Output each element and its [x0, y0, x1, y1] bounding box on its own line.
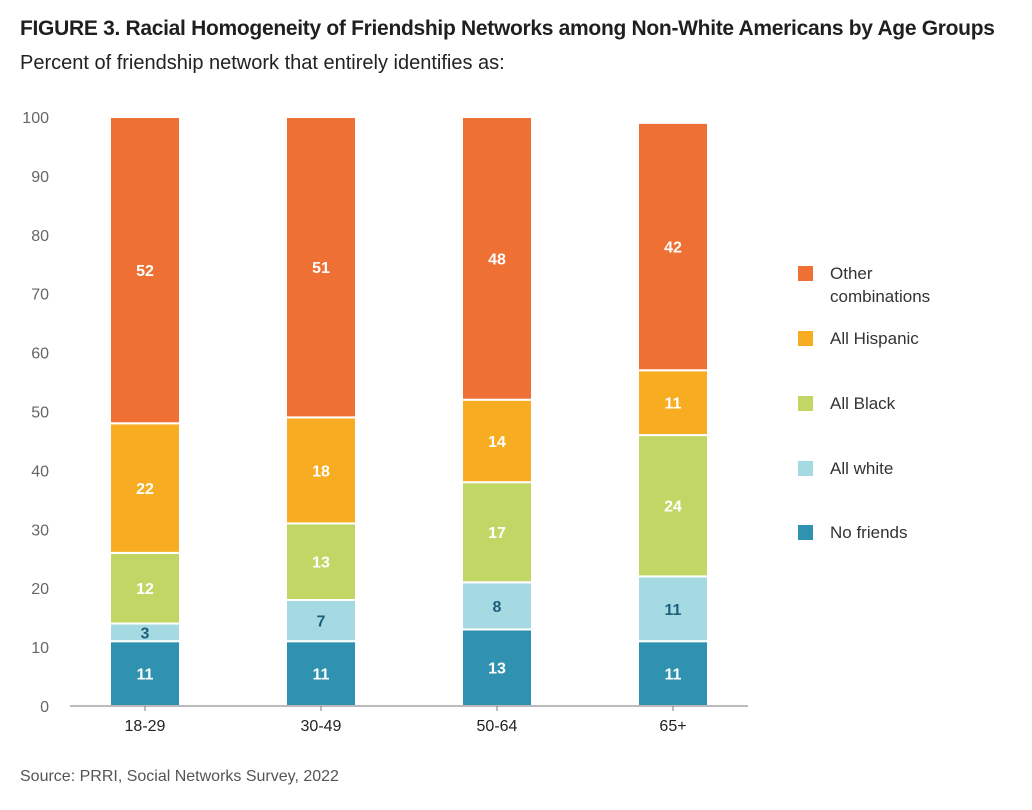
data-label-other-combinations: 51 [312, 260, 330, 277]
data-label-other-combinations: 52 [136, 263, 154, 280]
legend-item-other-combinations: Other combinations [798, 262, 970, 308]
y-tick-label: 40 [31, 463, 49, 480]
data-label-other-combinations: 48 [488, 251, 506, 268]
data-label-no-friends: 11 [665, 667, 682, 684]
bar-segment-other-combinations [285, 116, 357, 419]
data-label-all-black: 24 [664, 499, 682, 516]
legend-label-all-white: All white [830, 459, 894, 478]
y-tick-label: 0 [40, 699, 49, 716]
y-tick-label: 30 [31, 522, 49, 539]
bar-segment-all-hispanic [109, 422, 181, 554]
legend-item-no-friends: No friends [798, 521, 970, 544]
x-tick-label: 50-64 [477, 718, 518, 735]
bar-segment-all-white [461, 581, 533, 631]
legend-swatch-all-white [798, 461, 813, 476]
bar-segment-no-friends [637, 640, 709, 708]
bar-segment-no-friends [461, 628, 533, 707]
y-tick-label: 80 [31, 228, 49, 245]
y-tick-label: 50 [31, 405, 49, 422]
legend-swatch-all-hispanic [798, 331, 813, 346]
chart-subtitle: Percent of friendship network that entir… [20, 52, 505, 74]
data-label-other-combinations: 42 [664, 240, 682, 257]
data-label-all-white: 8 [493, 599, 502, 616]
y-tick-label: 10 [31, 640, 49, 657]
bar-segment-all-hispanic [285, 416, 357, 525]
y-tick-label: 60 [31, 346, 49, 363]
data-label-all-hispanic: 14 [488, 434, 506, 451]
data-label-all-black: 12 [136, 581, 154, 598]
data-label-all-black: 17 [488, 525, 506, 542]
legend-label-all-hispanic: All Hispanic [830, 329, 919, 348]
legend-swatch-other-combinations [798, 266, 813, 281]
legend-label-no-friends: No friends [830, 523, 908, 542]
bar-segment-all-hispanic [637, 369, 709, 437]
legend-item-all-hispanic: All Hispanic [798, 327, 970, 350]
bar-segment-no-friends [285, 640, 357, 708]
legend-label-other-combinations: Other combinations [830, 264, 931, 306]
bar-segment-all-black [637, 434, 709, 578]
legend-swatch-all-black [798, 396, 813, 411]
legend-swatch-no-friends [798, 525, 813, 540]
data-label-all-white: 7 [317, 614, 326, 631]
data-label-all-white: 11 [665, 602, 682, 619]
data-label-no-friends: 13 [488, 661, 506, 678]
chart-title: FIGURE 3. Racial Homogeneity of Friendsh… [20, 17, 995, 40]
bar-segment-other-combinations [109, 116, 181, 425]
data-label-all-hispanic: 18 [312, 463, 330, 480]
y-tick-label: 70 [31, 287, 49, 304]
x-tick-label: 18-29 [125, 718, 166, 735]
data-label-all-black: 13 [312, 555, 330, 572]
bar-segment-other-combinations [461, 116, 533, 401]
legend-item-all-white: All white [798, 457, 970, 480]
y-tick-label: 90 [31, 169, 49, 186]
y-tick-label: 100 [22, 110, 49, 127]
data-label-all-hispanic: 11 [665, 396, 682, 413]
bar-segment-all-white [637, 575, 709, 643]
data-label-no-friends: 11 [313, 667, 330, 684]
legend-item-all-black: All Black [798, 392, 970, 415]
y-tick-label: 20 [31, 581, 49, 598]
x-tick-label: 65+ [659, 718, 686, 735]
legend-label-all-black: All Black [830, 394, 896, 413]
data-label-all-hispanic: 22 [136, 481, 154, 498]
source-note: Source: PRRI, Social Networks Survey, 20… [20, 768, 339, 785]
data-label-no-friends: 11 [137, 667, 154, 684]
bar-segment-other-combinations [637, 121, 709, 372]
data-label-all-white: 3 [141, 625, 150, 642]
x-tick-label: 30-49 [301, 718, 342, 735]
